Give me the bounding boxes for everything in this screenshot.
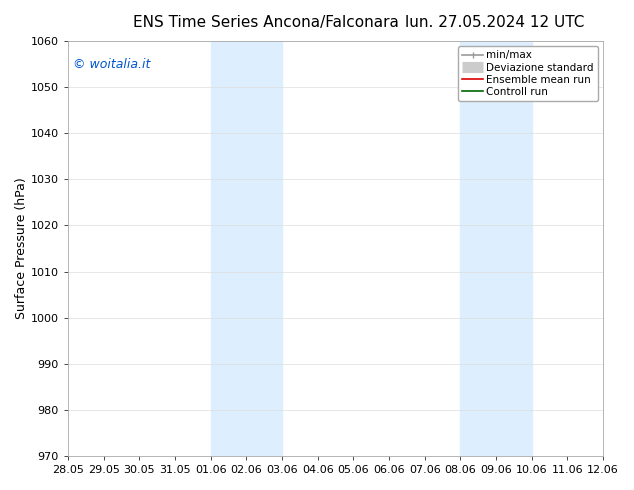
Bar — [210, 41, 282, 456]
Text: ENS Time Series Ancona/Falconara: ENS Time Series Ancona/Falconara — [133, 15, 399, 30]
Text: © woitalia.it: © woitalia.it — [74, 58, 151, 71]
Y-axis label: Surface Pressure (hPa): Surface Pressure (hPa) — [15, 178, 28, 319]
Bar — [460, 41, 532, 456]
Text: lun. 27.05.2024 12 UTC: lun. 27.05.2024 12 UTC — [405, 15, 584, 30]
Legend: min/max, Deviazione standard, Ensemble mean run, Controll run: min/max, Deviazione standard, Ensemble m… — [458, 46, 598, 101]
